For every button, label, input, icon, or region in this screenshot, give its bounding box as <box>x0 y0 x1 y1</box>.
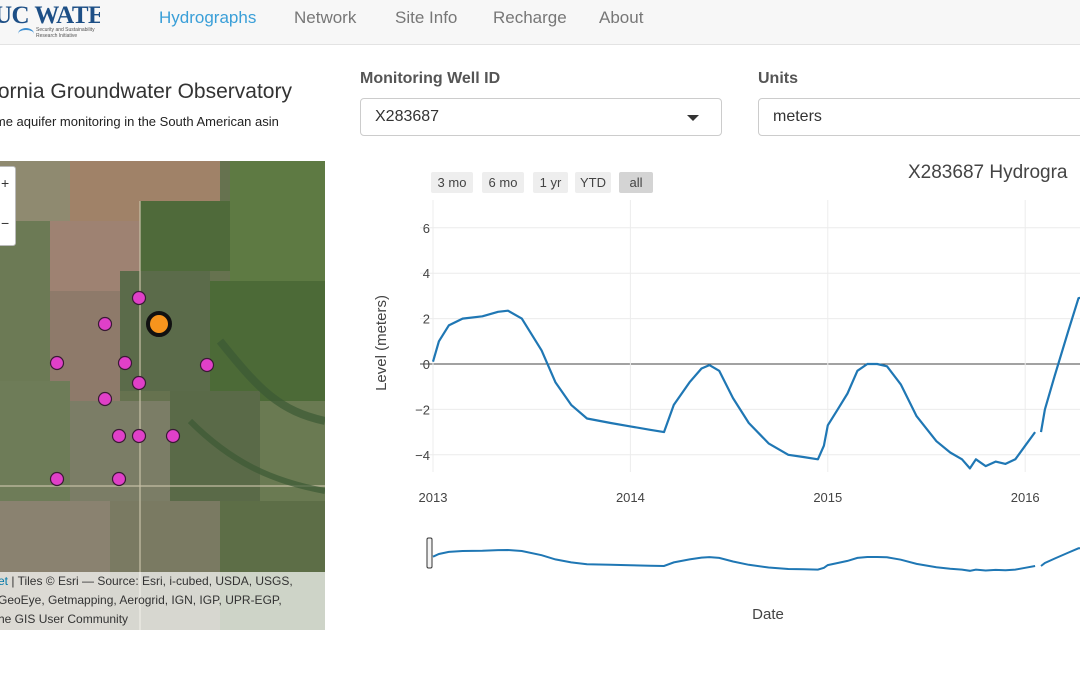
y-tick-label: 0 <box>423 357 430 372</box>
map-attribution: et | Tiles © Esri — Source: Esri, i-cube… <box>0 572 325 630</box>
well-id-value: X283687 <box>375 108 440 125</box>
hydrograph-line <box>1039 296 1080 433</box>
range-ytd-button[interactable]: YTD <box>575 172 611 193</box>
x-tick-label: 2015 <box>813 490 842 505</box>
well-marker[interactable] <box>97 391 113 407</box>
app-subtitle: ime aquifer monitoring in the South Amer… <box>0 114 279 129</box>
attribution-line-3: he GIS User Community <box>0 612 129 626</box>
well-marker[interactable] <box>117 355 133 371</box>
logo-tagline-1: Security and Sustainability <box>36 27 95 33</box>
well-marker[interactable] <box>111 471 127 487</box>
range-3mo-button[interactable]: 3 mo <box>431 172 473 193</box>
nav-hydrographs[interactable]: Hydrographs <box>159 8 257 27</box>
range-slider-handle[interactable] <box>426 537 433 569</box>
chevron-down-icon <box>687 115 699 121</box>
nav-site-info[interactable]: Site Info <box>395 8 458 27</box>
zoom-control: + − <box>0 166 16 246</box>
logo-swoosh-icon <box>18 28 34 40</box>
zoom-out-button[interactable]: − <box>1 215 10 231</box>
y-tick-label: −2 <box>415 402 430 417</box>
range-6mo-button[interactable]: 6 mo <box>482 172 524 193</box>
attribution-line-2: GeoEye, Getmapping, Aerogrid, IGN, IGP, … <box>0 593 282 607</box>
well-marker[interactable] <box>199 357 215 373</box>
uc-water-logo[interactable]: UC WATER Security and Sustainability Res… <box>0 2 100 42</box>
well-markers <box>49 290 215 487</box>
app-title: fornia Groundwater Observatory <box>0 80 292 103</box>
nav-network[interactable]: Network <box>294 8 357 27</box>
units-select[interactable]: meters <box>758 98 1080 136</box>
chart-title: X283687 Hydrogra <box>908 162 1068 183</box>
nav-about[interactable]: About <box>599 8 644 27</box>
well-id-select[interactable]: X283687 <box>360 98 722 136</box>
logo-text: UC WATER <box>0 2 100 29</box>
y-tick-label: 2 <box>423 312 430 327</box>
y-tick-label: 6 <box>423 221 430 236</box>
satellite-imagery <box>0 161 325 630</box>
navbar: UC WATER Security and Sustainability Res… <box>0 0 1080 45</box>
zoom-in-button[interactable]: + <box>1 175 10 191</box>
hydrograph-line <box>431 309 1036 470</box>
well-marker[interactable] <box>49 355 65 371</box>
units-label: Units <box>758 70 798 87</box>
y-tick-label: 4 <box>423 266 430 281</box>
range-1yr-button[interactable]: 1 yr <box>533 172 568 193</box>
y-axis-label: Level (meters) <box>373 295 390 391</box>
well-marker[interactable] <box>111 428 127 444</box>
range-all-button[interactable]: all <box>619 172 653 193</box>
well-marker[interactable] <box>131 375 147 391</box>
attribution-line-1: | Tiles © Esri — Source: Esri, i-cubed, … <box>8 574 293 588</box>
nav-recharge[interactable]: Recharge <box>493 8 567 27</box>
well-marker[interactable] <box>131 290 147 306</box>
x-tick-label: 2013 <box>419 490 448 505</box>
logo-tagline-2: Research Initiative <box>36 33 78 39</box>
selected-well-marker[interactable] <box>146 311 172 337</box>
well-marker[interactable] <box>131 428 147 444</box>
well-marker[interactable] <box>49 471 65 487</box>
y-tick-label: −4 <box>415 448 430 463</box>
well-id-label: Monitoring Well ID <box>360 70 501 87</box>
units-value: meters <box>773 108 822 125</box>
range-slider-line <box>1040 547 1080 567</box>
attribution-link[interactable]: et <box>0 574 9 588</box>
well-marker[interactable] <box>165 428 181 444</box>
x-axis-label: Date <box>752 606 784 623</box>
well-marker[interactable] <box>97 316 113 332</box>
well-map[interactable] <box>0 161 325 630</box>
x-tick-label: 2016 <box>1011 490 1040 505</box>
range-slider-line <box>432 548 1036 572</box>
x-tick-label: 2014 <box>616 490 645 505</box>
